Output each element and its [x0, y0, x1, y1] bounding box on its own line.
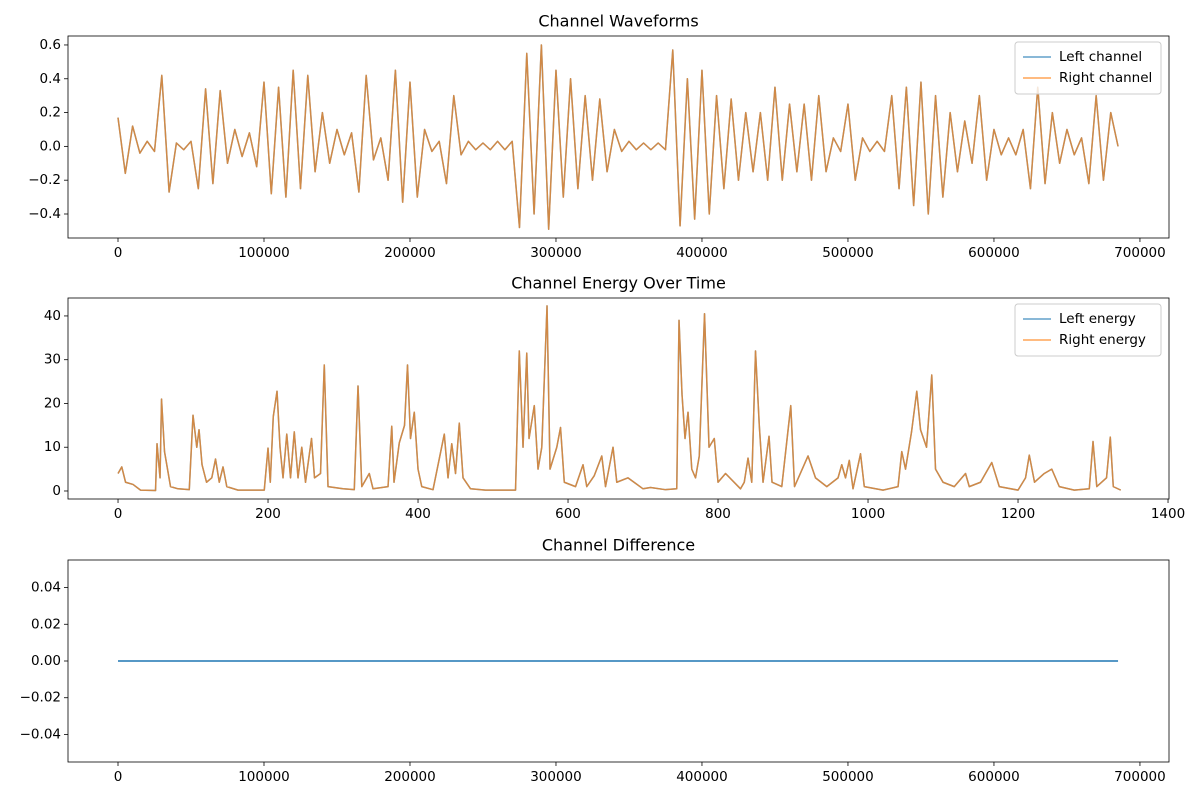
y-tick-label: −0.02 [20, 690, 61, 706]
legend-box [1014, 41, 1162, 95]
x-tick-label: 600000 [968, 245, 1020, 261]
x-tick-label: 0 [114, 769, 123, 785]
x-tick-label: 1200 [1001, 506, 1035, 522]
legend-label: Left channel [1059, 49, 1142, 65]
y-tick-label: 0.4 [40, 71, 61, 87]
x-tick-label: 400 [405, 506, 431, 522]
y-tick-label: 0.04 [31, 580, 61, 596]
x-tick-label: 300000 [530, 769, 582, 785]
axes-frame [67, 559, 1170, 763]
series-line [117, 305, 1122, 492]
x-tick-label: 1400 [1151, 506, 1185, 522]
chart-title: Channel Energy Over Time [511, 274, 726, 293]
x-tick-label: 0 [114, 245, 123, 261]
y-tick-label: −0.2 [28, 172, 61, 188]
x-tick-label: 500000 [822, 769, 874, 785]
y-tick-label: 0.00 [31, 653, 61, 669]
x-tick-label: 200000 [384, 769, 436, 785]
legend-label: Right energy [1059, 332, 1146, 348]
y-tick-label: 0.0 [40, 138, 61, 154]
y-tick-label: −0.4 [28, 206, 61, 222]
x-tick-label: 100000 [238, 769, 290, 785]
x-tick-label: 800 [705, 506, 731, 522]
y-tick-label: 20 [44, 395, 61, 411]
x-tick-label: 300000 [530, 245, 582, 261]
chart-title: Channel Waveforms [538, 12, 698, 31]
series-line [117, 44, 1119, 230]
y-tick-label: 0 [52, 483, 61, 499]
x-tick-label: 0 [114, 506, 123, 522]
axes-frame [67, 35, 1170, 239]
x-tick-label: 600 [555, 506, 581, 522]
x-tick-label: 200000 [384, 245, 436, 261]
x-tick-label: 200 [255, 506, 281, 522]
x-tick-label: 700000 [1114, 769, 1166, 785]
chart-title: Channel Difference [542, 536, 695, 555]
x-tick-label: 700000 [1114, 245, 1166, 261]
axes-frame [67, 297, 1170, 500]
legend-box [1014, 303, 1162, 357]
x-tick-label: 400000 [676, 769, 728, 785]
x-tick-label: 600000 [968, 769, 1020, 785]
y-tick-label: 0.02 [31, 616, 61, 632]
x-tick-label: 100000 [238, 245, 290, 261]
y-tick-label: 0.6 [40, 37, 61, 53]
y-tick-label: 0.2 [40, 105, 61, 121]
y-tick-label: 30 [44, 352, 61, 368]
y-tick-label: 40 [44, 308, 61, 324]
y-tick-label: −0.04 [20, 726, 61, 742]
legend-label: Left energy [1059, 311, 1136, 327]
x-tick-label: 400000 [676, 245, 728, 261]
x-tick-label: 500000 [822, 245, 874, 261]
y-tick-label: 10 [44, 439, 61, 455]
x-tick-label: 1000 [851, 506, 885, 522]
legend-label: Right channel [1059, 70, 1152, 86]
